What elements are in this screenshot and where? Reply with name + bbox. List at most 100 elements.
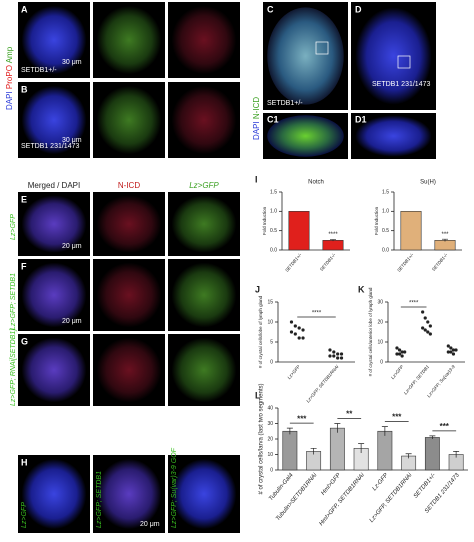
panel-letter: C1 bbox=[267, 114, 279, 124]
point bbox=[397, 348, 402, 352]
genotype: Lz>GFP bbox=[21, 502, 28, 528]
point bbox=[297, 336, 301, 340]
panel-letter: I bbox=[255, 174, 258, 184]
tissue bbox=[171, 85, 237, 155]
point bbox=[449, 346, 453, 350]
error-bar bbox=[310, 447, 317, 455]
x-tick-label: Tubulin-Gal4 bbox=[268, 472, 295, 502]
point bbox=[293, 332, 297, 336]
point bbox=[293, 324, 297, 328]
point bbox=[454, 348, 458, 352]
tissue bbox=[21, 337, 87, 403]
tissue bbox=[171, 195, 237, 253]
point bbox=[301, 336, 305, 340]
point bbox=[446, 344, 450, 348]
y-tick-label: 40 bbox=[267, 405, 273, 411]
x-tick-label: SETDB1+/- bbox=[284, 252, 303, 273]
y-tick-label: 0 bbox=[270, 359, 273, 365]
error-bar bbox=[453, 451, 460, 458]
point bbox=[421, 310, 425, 314]
y-tick-label: 20 bbox=[377, 319, 383, 325]
scale-bar-label: 20 μm bbox=[62, 318, 82, 325]
significance: *** bbox=[392, 413, 402, 422]
error-bar bbox=[286, 427, 293, 435]
point bbox=[423, 328, 427, 332]
error-bar bbox=[381, 426, 388, 436]
point bbox=[446, 350, 450, 354]
y-tick-label: 30 bbox=[267, 421, 273, 427]
y-tick-label: 1.0 bbox=[270, 209, 277, 215]
y-axis-label: # of crystal cells/larva (last two segme… bbox=[259, 383, 265, 494]
genotype: Lz>GFP bbox=[10, 214, 17, 240]
x-tick-label: Lz>GFP; Su(var)3-9 bbox=[426, 364, 456, 399]
significance: **** bbox=[328, 232, 338, 238]
y-axis-label: Fold Induction bbox=[262, 206, 267, 235]
chart-title: Su(H) bbox=[420, 180, 436, 186]
tissue bbox=[267, 7, 344, 105]
column-header: Lz>GFP bbox=[189, 181, 219, 190]
genotype: SETDB1+/- bbox=[267, 100, 303, 107]
point bbox=[428, 332, 432, 336]
point bbox=[339, 352, 344, 356]
stain: DAPI bbox=[5, 91, 14, 110]
bar bbox=[424, 437, 440, 471]
tissue bbox=[171, 262, 237, 328]
tissue bbox=[21, 458, 87, 530]
tissue bbox=[96, 262, 162, 328]
micrographs bbox=[18, 2, 436, 533]
point bbox=[403, 350, 407, 354]
genotype: SETDB1 231/1473 bbox=[21, 143, 79, 150]
point bbox=[451, 352, 456, 356]
panel-letter: E bbox=[21, 194, 27, 204]
stain: Amp bbox=[5, 46, 14, 63]
panel-letter: F bbox=[21, 261, 27, 271]
y-tick-label: 15 bbox=[267, 299, 273, 305]
point bbox=[328, 348, 332, 352]
point bbox=[397, 352, 402, 356]
y-axis-label: # of crystal cells/lobe of lymph gland bbox=[258, 295, 263, 368]
point bbox=[297, 326, 301, 330]
panel-letter: C bbox=[267, 4, 274, 14]
point bbox=[421, 326, 425, 330]
point bbox=[332, 354, 336, 358]
significance: **** bbox=[409, 301, 419, 307]
x-tick-label: Lz>GFP; SETDB1 bbox=[403, 364, 431, 396]
tissue bbox=[96, 195, 162, 253]
zoom-box bbox=[315, 41, 329, 55]
panel-letter: A bbox=[21, 4, 28, 14]
point bbox=[423, 316, 427, 320]
genotype: Lz>GFP; SETDB1 bbox=[96, 471, 103, 528]
error-bar bbox=[429, 435, 436, 439]
scale-bar-label: 30 μm bbox=[62, 59, 82, 66]
tissue bbox=[96, 5, 162, 75]
y-tick-label: 1.0 bbox=[382, 209, 389, 215]
y-axis-label: Fold Induction bbox=[374, 206, 379, 235]
bar bbox=[329, 427, 345, 471]
point bbox=[449, 350, 453, 354]
bar bbox=[377, 430, 393, 471]
error-bar bbox=[330, 239, 336, 242]
y-tick-label: 10 bbox=[267, 452, 273, 458]
point bbox=[328, 354, 332, 358]
chart-title: Notch bbox=[308, 180, 324, 186]
panel-letter: D1 bbox=[355, 114, 367, 124]
x-tick-label: Hml>GFP, SETDB1RNAi bbox=[319, 472, 367, 527]
y-tick-label: 0 bbox=[380, 359, 383, 365]
stain: DAPI bbox=[252, 121, 261, 140]
tissue bbox=[171, 337, 237, 403]
column-header: Merged / DAPI bbox=[28, 181, 80, 190]
point bbox=[336, 356, 340, 360]
scale-bar-label: 20 μm bbox=[62, 243, 82, 250]
point bbox=[289, 330, 294, 334]
panel-letter: K bbox=[358, 284, 365, 294]
tissue bbox=[171, 5, 237, 75]
tissue bbox=[21, 262, 87, 328]
y-tick-label: 0.5 bbox=[270, 228, 277, 234]
point bbox=[400, 354, 404, 358]
error-bar bbox=[405, 453, 412, 459]
panel-letter: J bbox=[255, 284, 260, 294]
stain: N-ICD bbox=[252, 97, 261, 119]
bar bbox=[282, 430, 298, 471]
y-tick-label: 0.0 bbox=[382, 247, 389, 253]
x-tick-label: SETDB1+/- bbox=[396, 252, 415, 273]
